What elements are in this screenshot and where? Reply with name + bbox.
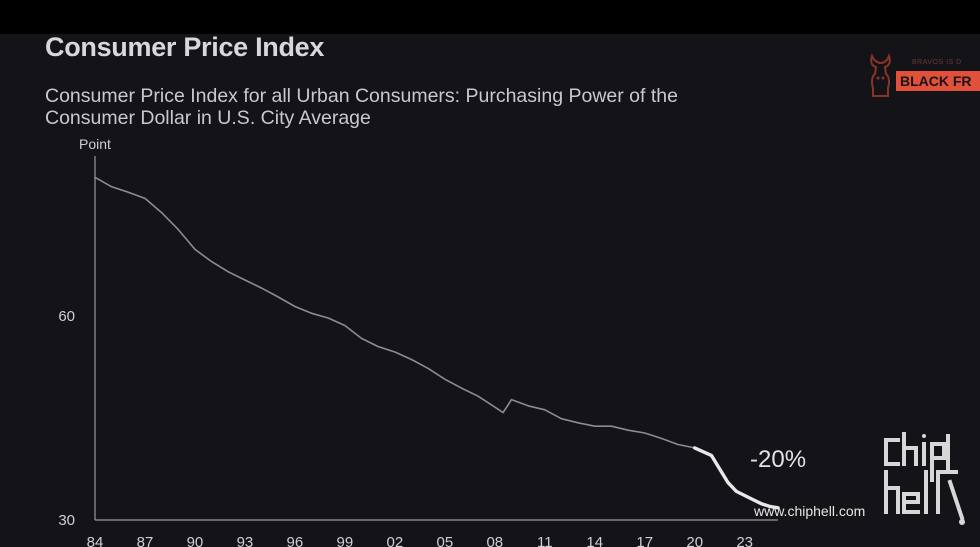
percent-change-annotation: -20% [750,446,806,473]
slide-background [0,34,980,547]
chart-axes [94,156,778,521]
x-tick-label: 84 [87,534,104,547]
x-tick-label: 23 [736,534,753,547]
x-tick-label: 93 [237,534,254,547]
logo-banner-text: BLACK FR [896,71,980,91]
brand-logo: BRAVOS IS D BLACK FR [866,52,980,98]
cpi-series-line [94,176,696,449]
chart-series-layer [94,176,780,510]
x-tick-label: 99 [337,534,354,547]
bull-logo-icon [870,53,891,97]
page-title: Consumer Price Index [45,32,325,62]
x-tick-label: 17 [636,534,653,547]
chart-subtitle: Consumer Price Index for all Urban Consu… [45,85,678,129]
watermark-url: www.chiphell.com [754,503,866,519]
y-tick-label: 30 [58,512,75,529]
x-tick-label: 87 [137,534,154,547]
x-tick-labels: 84 87 90 93 96 99 02 05 08 11 14 17 20 23 [87,534,753,547]
x-tick-label: 05 [436,534,453,547]
logo-small-text: BRAVOS IS D [912,59,962,66]
x-tick-label: 20 [686,534,703,547]
x-tick-label: 11 [537,534,553,547]
y-axis-label: Point [79,136,111,152]
cpi-recent-decline-line [693,446,780,510]
x-tick-label: 14 [586,534,603,547]
y-tick-labels: 60 30 [58,308,75,529]
x-tick-label: 08 [486,534,503,547]
x-tick-label: 90 [187,534,204,547]
y-tick-label: 60 [58,308,75,325]
chiphell-watermark-icon [884,432,965,525]
x-tick-label: 96 [287,534,304,547]
x-tick-label: 02 [387,534,404,547]
